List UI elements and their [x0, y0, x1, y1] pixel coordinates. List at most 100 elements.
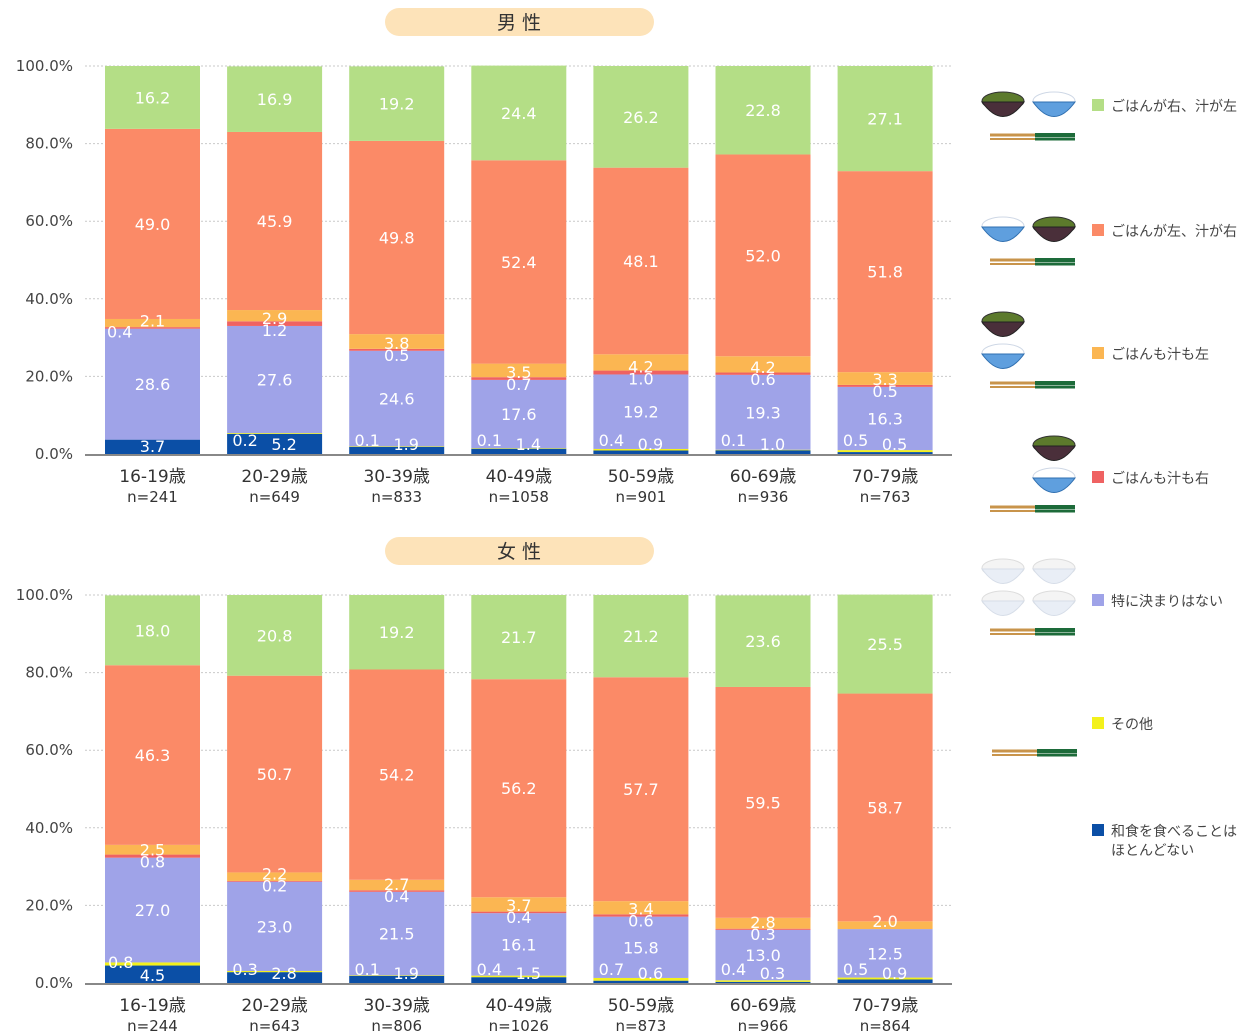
data-label: 21.7	[501, 628, 537, 647]
bar-segment	[227, 872, 323, 881]
soup-icon-part	[981, 101, 1025, 117]
data-label: 0.3	[750, 925, 775, 944]
legend-swatch	[1092, 347, 1104, 359]
sample-size-label: n=643	[249, 1017, 300, 1035]
bar-segment	[715, 450, 811, 454]
bar-segment	[471, 379, 567, 449]
data-label: 18.0	[135, 621, 171, 640]
legend-swatch	[1092, 224, 1104, 236]
legend-swatch	[1092, 824, 1104, 836]
data-label: 1.9	[393, 964, 418, 983]
x-tick-label: 60-69歳	[730, 996, 796, 1016]
soup-icon-part	[1032, 226, 1076, 242]
bar-segment	[105, 595, 200, 666]
soup-icon-part	[1032, 445, 1076, 461]
legend-label: その他	[1111, 717, 1153, 733]
data-label: 0.1	[721, 431, 746, 450]
data-label: 0.1	[354, 960, 379, 979]
data-label: 50.7	[257, 765, 293, 784]
data-label: 0.4	[721, 960, 746, 979]
data-label: 0.5	[843, 960, 868, 979]
bar-segment	[471, 897, 567, 912]
soup-icon-part	[981, 321, 1025, 337]
data-label: 3.8	[384, 334, 409, 353]
data-label: 23.0	[257, 917, 293, 936]
data-label: 5.2	[271, 435, 296, 454]
bar-segment	[471, 363, 567, 378]
x-tick-label: 70-79歳	[852, 467, 918, 487]
bar-segment	[715, 595, 811, 687]
bar-segment	[105, 857, 200, 963]
y-tick-label: 100.0%	[16, 57, 73, 75]
bar-segment	[105, 327, 200, 329]
data-label: 3.7	[140, 437, 165, 456]
data-label: 0.4	[477, 960, 502, 979]
x-tick-label: 50-59歳	[608, 467, 674, 487]
bar-segment	[227, 310, 323, 322]
data-label: 22.8	[745, 101, 781, 120]
data-label: 2.7	[384, 875, 409, 894]
data-label: 27.0	[135, 901, 171, 920]
bar-segment	[715, 66, 811, 155]
bar-segment	[715, 686, 811, 918]
data-label: 49.0	[135, 215, 171, 234]
data-label: 1.4	[516, 435, 541, 454]
data-label: 16.9	[257, 90, 293, 109]
bar-segment	[227, 972, 323, 983]
sample-size-label: n=833	[371, 488, 422, 506]
data-label: 0.2	[232, 431, 257, 450]
bar-segment	[471, 448, 567, 454]
rice-left-soup-right-icon	[981, 216, 1076, 266]
bar-segment	[471, 977, 567, 983]
chart-title-pill	[385, 537, 654, 565]
data-label: 0.6	[628, 912, 653, 931]
both-right-icon	[990, 435, 1076, 513]
bar-segment	[593, 595, 689, 678]
legend-label: 和食を食べることは	[1111, 823, 1237, 840]
bar-segment	[471, 595, 567, 680]
data-label: 51.8	[867, 263, 903, 282]
bar-segment	[837, 66, 933, 172]
data-label: 4.5	[140, 966, 165, 985]
bar-segment	[837, 929, 933, 978]
bar-segment	[227, 321, 323, 326]
data-label: 19.3	[745, 403, 781, 422]
bar-segment	[837, 372, 933, 385]
chart-panel-male: 男 性0.0%20.0%40.0%60.0%80.0%100.0%16-19歳n…	[16, 8, 952, 506]
legend-label: ごはんも汁も右	[1111, 471, 1209, 487]
data-label: 28.6	[135, 375, 171, 394]
bar-segment	[349, 140, 445, 335]
bar-segment	[349, 891, 445, 976]
data-label: 0.9	[638, 435, 663, 454]
chart-title: 女 性	[497, 541, 541, 563]
no-rule-icon	[981, 558, 1076, 636]
rice-icon-part	[981, 226, 1025, 242]
bar-segment	[349, 879, 445, 891]
bar-segment	[349, 595, 445, 670]
bar-segment	[837, 386, 933, 451]
data-label: 1.9	[393, 435, 418, 454]
legend-swatch	[1092, 717, 1104, 729]
bar-segment	[715, 374, 811, 450]
bar-segment	[715, 917, 811, 929]
data-label: 0.3	[232, 960, 257, 979]
data-label: 57.7	[623, 780, 659, 799]
x-tick-label: 50-59歳	[608, 996, 674, 1016]
data-label: 23.6	[745, 632, 781, 651]
ghost-icon-part	[1032, 568, 1076, 584]
sample-size-label: n=966	[738, 1017, 789, 1035]
bar-segment	[471, 377, 567, 380]
data-label: 0.1	[354, 431, 379, 450]
data-label: 54.2	[379, 766, 415, 785]
chart-title-pill	[385, 8, 654, 36]
x-tick-label: 30-39歳	[363, 467, 429, 487]
bar-segment	[593, 354, 689, 371]
y-tick-label: 40.0%	[25, 290, 73, 308]
bar-segment	[593, 66, 689, 168]
legend-swatch	[1092, 99, 1104, 111]
data-label: 0.4	[506, 908, 531, 927]
data-label: 16.3	[867, 409, 903, 428]
y-tick-label: 60.0%	[25, 212, 73, 230]
bar-segment	[593, 450, 689, 454]
data-label: 1.0	[628, 369, 653, 388]
